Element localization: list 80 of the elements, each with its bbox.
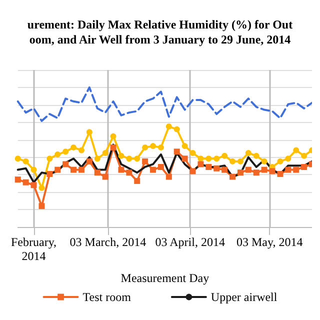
point bbox=[182, 156, 188, 162]
point bbox=[245, 166, 252, 173]
point bbox=[293, 166, 300, 173]
point bbox=[118, 152, 124, 159]
point bbox=[182, 143, 188, 150]
point bbox=[277, 170, 284, 177]
point bbox=[214, 165, 220, 172]
x-tick-label: 03 May, 2014 bbox=[236, 235, 303, 249]
point bbox=[134, 178, 140, 184]
point bbox=[62, 148, 69, 155]
point bbox=[174, 126, 180, 132]
point bbox=[78, 147, 84, 154]
x-tick-label: 03 April, 2014 bbox=[155, 235, 225, 249]
point bbox=[14, 176, 21, 183]
point bbox=[261, 158, 268, 164]
point bbox=[198, 161, 204, 168]
point bbox=[190, 150, 196, 156]
point bbox=[198, 156, 204, 162]
point bbox=[301, 164, 308, 170]
point bbox=[158, 144, 164, 150]
point bbox=[94, 170, 100, 176]
point bbox=[277, 158, 284, 164]
point bbox=[46, 170, 53, 177]
point bbox=[118, 166, 124, 173]
point bbox=[54, 166, 61, 173]
point bbox=[245, 150, 252, 156]
point bbox=[222, 166, 228, 173]
point bbox=[206, 156, 212, 162]
point bbox=[269, 168, 276, 174]
point bbox=[134, 156, 140, 162]
point bbox=[293, 147, 300, 154]
point bbox=[78, 166, 84, 173]
point bbox=[237, 170, 244, 176]
point bbox=[253, 152, 260, 159]
point bbox=[22, 179, 29, 186]
point bbox=[54, 151, 61, 158]
x-tick-label: February, 2014 bbox=[10, 235, 57, 263]
point bbox=[150, 143, 156, 150]
point bbox=[222, 152, 228, 159]
point bbox=[22, 158, 29, 164]
point bbox=[126, 170, 132, 176]
point bbox=[285, 156, 292, 162]
point bbox=[110, 144, 116, 150]
point bbox=[70, 144, 77, 150]
point bbox=[150, 166, 156, 173]
point bbox=[174, 148, 180, 155]
point bbox=[285, 166, 292, 173]
legend-label: Test room bbox=[82, 290, 132, 304]
x-axis-title: Measurement Day bbox=[120, 271, 210, 285]
point bbox=[230, 158, 236, 164]
point bbox=[30, 182, 37, 188]
point bbox=[214, 156, 220, 162]
point bbox=[102, 150, 108, 156]
point bbox=[230, 174, 236, 180]
point bbox=[62, 161, 69, 168]
point bbox=[46, 156, 53, 162]
chart-title: urement: Daily Max Relative Humidity (%) for Out oom, and Air Well from 3 January to 29 June, 2014 bbox=[27, 18, 293, 46]
point bbox=[190, 168, 196, 174]
point bbox=[206, 164, 212, 170]
point bbox=[86, 129, 92, 136]
point bbox=[94, 156, 100, 162]
x-tick-label: 03 March, 2014 bbox=[70, 235, 146, 249]
point bbox=[110, 133, 116, 140]
point bbox=[253, 170, 260, 176]
point bbox=[166, 124, 172, 130]
point bbox=[237, 158, 244, 164]
point bbox=[158, 164, 164, 170]
point bbox=[126, 156, 132, 162]
point bbox=[38, 203, 45, 210]
point bbox=[166, 174, 172, 180]
point bbox=[142, 158, 148, 164]
point bbox=[102, 174, 108, 180]
point bbox=[86, 158, 92, 164]
point bbox=[70, 166, 77, 173]
legend-label: Upper airwell bbox=[210, 290, 278, 304]
point bbox=[14, 156, 21, 162]
point bbox=[30, 166, 37, 173]
point bbox=[261, 166, 268, 173]
point bbox=[301, 152, 308, 159]
point bbox=[142, 144, 148, 150]
